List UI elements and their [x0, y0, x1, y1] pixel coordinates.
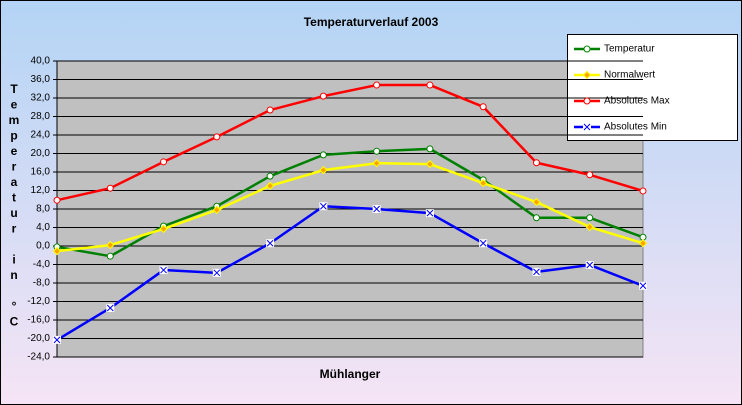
legend	[567, 34, 738, 141]
y-tick-label: 36,0	[31, 74, 51, 85]
marker	[533, 268, 540, 276]
y-tick-label: 0,0	[36, 241, 50, 252]
marker	[638, 239, 648, 248]
marker	[532, 214, 540, 222]
marker	[373, 81, 381, 89]
marker	[425, 159, 435, 169]
marker	[586, 171, 594, 179]
marker	[52, 246, 62, 256]
series-line	[56, 83, 644, 202]
chart-title: Temperaturverlauf 2003	[304, 15, 439, 29]
marker	[532, 197, 541, 207]
marker	[479, 103, 487, 111]
y-tick-label: -8,0	[33, 278, 51, 289]
marker	[160, 158, 168, 166]
y-tick-label: 8,0	[36, 204, 50, 215]
y-tick-label: 4,0	[36, 222, 50, 233]
marker	[426, 145, 434, 153]
legend-label: Temperatur	[604, 44, 655, 55]
marker	[585, 222, 594, 232]
marker	[639, 282, 647, 290]
legend-marker	[583, 97, 591, 105]
y-tick-label: 12,0	[31, 185, 51, 196]
marker	[319, 92, 327, 100]
marker	[319, 165, 328, 175]
y-tick-label: 20,0	[31, 148, 51, 159]
x-axis-label: Mühlanger	[320, 367, 381, 381]
marker	[372, 159, 381, 168]
marker	[639, 187, 647, 195]
legend-marker	[583, 123, 591, 131]
marker	[532, 159, 540, 167]
marker	[266, 239, 274, 247]
marker	[373, 147, 381, 155]
marker	[106, 240, 115, 250]
y-tick-label: -20,0	[27, 333, 50, 344]
y-tick-label: -16,0	[27, 315, 50, 326]
marker	[53, 336, 61, 344]
series-line	[56, 161, 644, 253]
y-tick-label: 16,0	[31, 167, 51, 178]
marker	[159, 224, 168, 234]
legend-marker	[582, 70, 592, 80]
series-line	[56, 204, 644, 341]
marker	[586, 261, 594, 269]
marker	[478, 178, 488, 188]
marker	[373, 205, 380, 213]
marker	[266, 106, 274, 114]
marker	[426, 81, 434, 89]
marker	[106, 184, 114, 192]
legend-label: Absolutes Max	[604, 96, 670, 107]
y-tick-label: 40,0	[31, 56, 51, 67]
marker	[479, 239, 487, 247]
y-tick-label: -24,0	[27, 352, 50, 363]
marker	[53, 196, 61, 204]
marker	[213, 133, 221, 141]
y-tick-label: 24,0	[31, 130, 51, 141]
marker	[160, 266, 167, 274]
marker	[213, 269, 221, 277]
marker	[586, 214, 594, 222]
legend-marker	[583, 45, 591, 53]
marker	[212, 205, 222, 215]
y-tick-label: -12,0	[27, 296, 50, 307]
y-tick-label: 32,0	[31, 93, 51, 104]
marker	[106, 252, 114, 260]
legend-label: Absolutes Min	[604, 122, 667, 133]
marker	[426, 209, 434, 217]
y-tick-label: 28,0	[31, 111, 51, 122]
marker	[319, 151, 327, 159]
marker	[265, 181, 275, 191]
marker	[320, 202, 327, 210]
marker	[106, 304, 114, 312]
y-tick-label: -4,0	[33, 259, 51, 270]
marker	[266, 172, 274, 180]
legend-label: Normalwert	[604, 70, 655, 81]
